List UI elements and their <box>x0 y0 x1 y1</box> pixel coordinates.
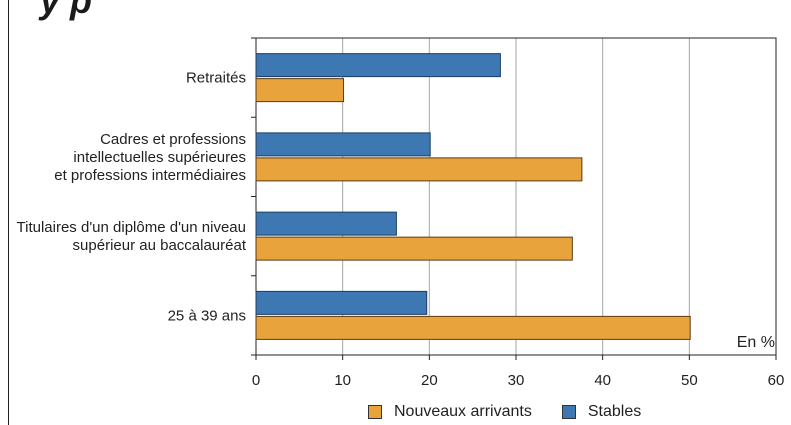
bar-stables <box>255 132 431 157</box>
category-label: Titulaires d'un diplôme d'un niveau supér… <box>17 219 247 254</box>
x-tick-label: 40 <box>594 372 611 389</box>
bar-nouveaux-arrivants <box>255 78 345 103</box>
left-border-rule <box>8 0 9 425</box>
bar-stables <box>255 290 428 315</box>
x-tick-label: 20 <box>421 372 438 389</box>
legend-label-stables: Stables <box>587 403 642 420</box>
x-tick-label: 30 <box>508 372 525 389</box>
x-tick-label: 10 <box>334 372 351 389</box>
category-label-line: Titulaires d'un diplôme d'un niveau <box>17 219 246 236</box>
bar-stables <box>255 53 501 78</box>
bar-nouveaux-arrivants <box>255 157 583 182</box>
legend-item-stables: Stables <box>561 403 642 421</box>
category-label-line: supérieur au baccalauréat <box>73 237 247 254</box>
legend-label-nouveaux-arrivants: Nouveaux arrivants <box>394 403 532 420</box>
legend-swatch-nouveaux-arrivants <box>368 405 382 419</box>
category-label-line: et professions intermédiaires <box>54 167 246 184</box>
category-label-line: Retraités <box>186 70 246 87</box>
legend-swatch-stables <box>561 405 576 419</box>
category-label: Retraités <box>186 70 246 87</box>
legend-item-nouveaux-arrivants: Nouveaux arrivants <box>368 403 532 421</box>
category-label-line: Cadres et professions <box>100 131 246 148</box>
x-tick-label: 50 <box>681 372 698 389</box>
x-tick-label: 0 <box>252 372 260 389</box>
category-label-line: 25 à 39 ans <box>168 307 246 324</box>
unit-label: En % <box>736 334 775 351</box>
bar-nouveaux-arrivants <box>255 315 691 340</box>
chart-legend: Nouveaux arrivants Stables <box>368 402 671 422</box>
category-label: 25 à 39 ans <box>168 307 246 324</box>
category-label-line: intellectuelles supérieures <box>73 149 246 166</box>
x-tick-label: 60 <box>768 372 785 389</box>
category-label: Cadres et professions intellectuelles sup… <box>54 131 246 184</box>
bar-stables <box>255 211 397 236</box>
chart-title-fragment: y p <box>40 0 93 21</box>
bar-nouveaux-arrivants <box>255 236 573 261</box>
